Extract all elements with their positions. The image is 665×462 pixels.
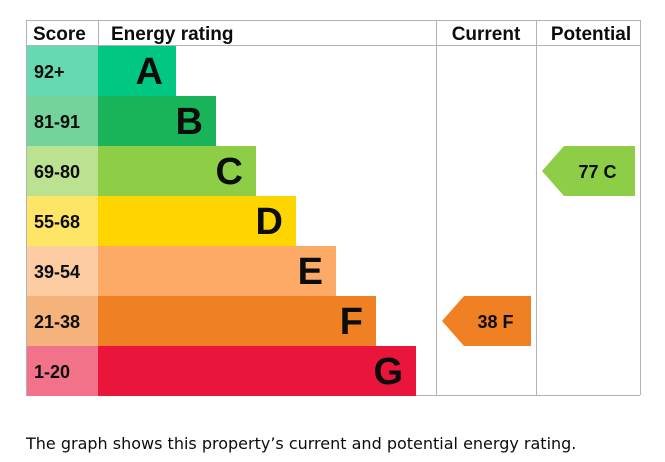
score-label-a: 92+ [34,62,65,82]
score-label-f: 21-38 [34,312,80,332]
score-label-d: 55-68 [34,212,80,232]
header-potential: Potential [551,24,631,45]
score-cell-b [27,96,98,146]
score-cell-c [27,146,98,196]
band-row-g: 1-20 G [27,346,416,396]
band-letter-g: G [373,351,403,393]
rating-bands: 92+ A 81-91 B 69-80 C 55-68 D 39-54 E 21-38 F 1-20 G [27,46,416,396]
header-current: Current [452,24,521,45]
header-energy-rating: Energy rating [111,24,233,45]
header-score: Score [33,24,86,45]
band-letter-a: A [136,51,163,93]
band-bar-a [98,46,176,96]
score-cell-e [27,246,98,296]
chart-headers: Score Energy rating Current Potential [33,24,631,45]
current-rating-marker-label: 38 F [477,312,513,332]
score-cell-g [27,346,98,396]
score-label-b: 81-91 [34,112,80,132]
band-row-b: 81-91 B [27,96,216,146]
band-bar-c [98,146,256,196]
band-letter-f: F [340,301,363,343]
current-rating-marker: 38 F [442,296,531,346]
score-label-c: 69-80 [34,162,80,182]
current-rating-marker-arrow [442,296,531,346]
band-row-c: 69-80 C [27,146,256,196]
band-bar-d [98,196,296,246]
potential-rating-marker: 77 C [542,146,635,196]
band-bar-b [98,96,216,146]
score-cell-a [27,46,98,96]
band-row-a: 92+ A [27,46,176,96]
rating-markers: 38 F 77 C [442,146,635,346]
band-bar-g [98,346,416,396]
band-bar-e [98,246,336,296]
band-row-e: 39-54 E [27,246,336,296]
score-label-g: 1-20 [34,362,70,382]
band-letter-e: E [298,251,323,293]
energy-rating-chart: Score Energy rating Current Potential 92… [26,20,641,396]
band-letter-c: C [216,151,243,193]
score-cell-f [27,296,98,346]
band-row-f: 21-38 F [27,296,376,346]
potential-rating-marker-arrow [542,146,635,196]
chart-caption: The graph shows this property’s current … [26,434,577,453]
band-letter-d: D [256,201,283,243]
band-bar-f [98,296,376,346]
band-letter-b: B [176,101,203,143]
potential-rating-marker-label: 77 C [578,162,616,182]
score-label-e: 39-54 [34,262,80,282]
band-row-d: 55-68 D [27,196,296,246]
score-cell-d [27,196,98,246]
